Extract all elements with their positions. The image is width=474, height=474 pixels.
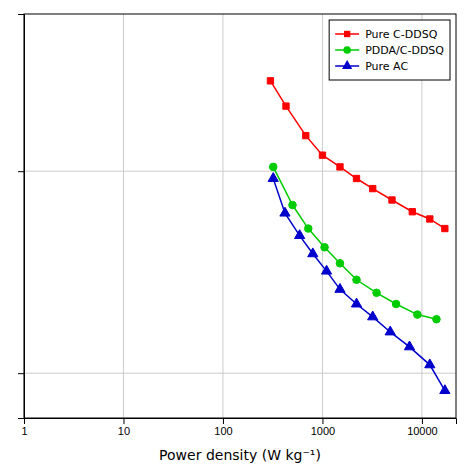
legend-label: PDDA/C-DDSQ bbox=[365, 44, 444, 57]
series-point bbox=[389, 197, 395, 203]
series bbox=[267, 78, 448, 232]
grid-line-y bbox=[24, 171, 456, 172]
x-tick-mark bbox=[422, 418, 423, 424]
x-tick: 1 bbox=[21, 418, 27, 437]
series-point bbox=[368, 311, 378, 320]
x-tick-label: 1000 bbox=[311, 425, 335, 437]
series-point bbox=[440, 385, 450, 394]
grid-line-x bbox=[222, 14, 223, 418]
series-point bbox=[433, 315, 441, 323]
legend-marker bbox=[344, 31, 350, 37]
series-point bbox=[295, 230, 305, 239]
series-line bbox=[273, 167, 436, 319]
series-point bbox=[370, 185, 376, 191]
grid-line-x bbox=[322, 14, 323, 418]
series-point bbox=[404, 341, 414, 350]
legend-label: Pure AC bbox=[365, 60, 408, 73]
x-tick-label: 10 bbox=[118, 425, 130, 437]
series-point bbox=[319, 152, 325, 158]
plot-frame bbox=[24, 14, 456, 418]
series-point bbox=[268, 173, 278, 182]
x-tick-mark bbox=[322, 418, 323, 424]
series-point bbox=[414, 311, 422, 319]
grid-line-y bbox=[24, 373, 456, 374]
x-tick-label: 1 bbox=[21, 425, 27, 437]
series-point bbox=[351, 298, 361, 307]
series bbox=[268, 173, 450, 394]
series-point bbox=[425, 359, 435, 368]
x-tick: 100 bbox=[214, 418, 232, 437]
series-point bbox=[267, 78, 273, 84]
legend-box bbox=[329, 20, 450, 80]
series-point bbox=[353, 276, 361, 284]
series-point bbox=[280, 207, 290, 216]
series-point bbox=[303, 132, 309, 138]
x-tick-label: 100 bbox=[214, 425, 232, 437]
grid-line-x bbox=[123, 14, 124, 418]
series-point bbox=[308, 248, 318, 257]
series-point bbox=[335, 283, 345, 292]
series-point bbox=[304, 225, 312, 233]
y-tick bbox=[18, 373, 24, 374]
y-tick-mark bbox=[18, 373, 24, 374]
x-axis-title: Power density (W kg⁻¹) bbox=[159, 447, 321, 463]
legend-marker bbox=[343, 46, 351, 54]
x-tick-mark bbox=[123, 418, 124, 424]
series-point bbox=[373, 289, 381, 297]
y-axis bbox=[18, 15, 25, 419]
x-tick-mark bbox=[223, 418, 224, 424]
series-point bbox=[269, 163, 277, 171]
series-point bbox=[442, 225, 448, 231]
legend-marker bbox=[342, 60, 352, 69]
legend: Pure C-DDSQ PDDA/C-DDSQ Pure AC bbox=[329, 20, 450, 80]
series-point bbox=[409, 209, 415, 215]
series-point bbox=[289, 201, 297, 209]
marks bbox=[267, 78, 450, 394]
series-point bbox=[385, 326, 395, 335]
x-axis: 1 10 100 1000 10000 bbox=[21, 418, 456, 437]
legend-item: Pure AC bbox=[335, 60, 408, 73]
x-tick: 1000 bbox=[311, 418, 335, 437]
series-point bbox=[337, 164, 343, 170]
chart: 110100100010000Pure C-DDSQPDDA/C-DDSQPur… bbox=[0, 0, 474, 474]
x-axis-line bbox=[25, 419, 457, 425]
plot: 110100100010000Pure C-DDSQPDDA/C-DDSQPur… bbox=[18, 14, 457, 437]
legend-item: Pure C-DDSQ bbox=[335, 28, 438, 41]
series-point bbox=[392, 300, 400, 308]
series-point bbox=[321, 265, 331, 274]
series-line bbox=[270, 81, 444, 229]
y-tick-mark bbox=[18, 171, 24, 172]
x-tick: 10000 bbox=[407, 418, 438, 437]
series-point bbox=[283, 103, 289, 109]
x-tick-label: 10000 bbox=[407, 425, 438, 437]
legend-label: Pure C-DDSQ bbox=[365, 28, 438, 41]
y-axis-line bbox=[18, 15, 25, 419]
legend-item: PDDA/C-DDSQ bbox=[335, 44, 444, 57]
x-tick: 10 bbox=[118, 418, 130, 437]
series-point bbox=[336, 259, 344, 267]
series-point bbox=[321, 244, 329, 252]
series-point bbox=[427, 216, 433, 222]
series-line bbox=[273, 179, 445, 391]
series-point bbox=[353, 175, 359, 181]
series bbox=[269, 163, 440, 323]
grid bbox=[24, 14, 456, 418]
y-tick bbox=[18, 171, 24, 172]
